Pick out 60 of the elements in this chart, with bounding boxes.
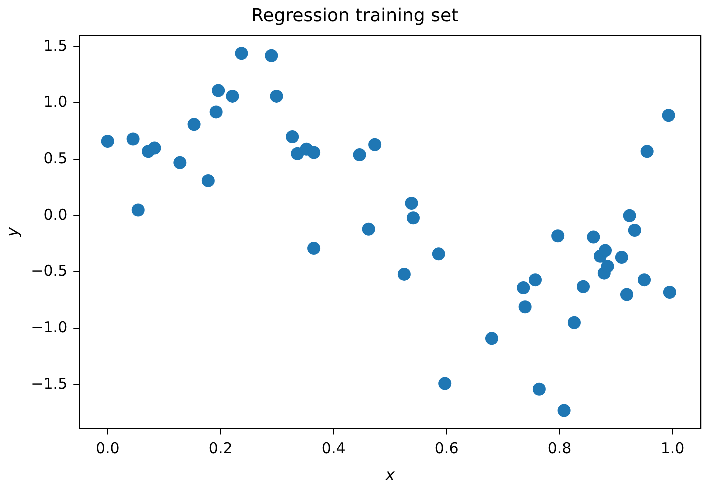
point xyxy=(202,174,215,188)
point xyxy=(662,109,676,122)
point xyxy=(235,47,248,60)
y-tick-label: −0.5 xyxy=(31,262,68,280)
point xyxy=(518,300,532,314)
point xyxy=(640,145,654,158)
y-tick-label: −1.0 xyxy=(31,318,68,336)
x-tick-label: 0.4 xyxy=(322,440,346,458)
y-tick-label: 1.5 xyxy=(44,36,68,55)
point xyxy=(308,242,321,256)
point xyxy=(517,281,530,294)
point xyxy=(552,230,565,243)
point xyxy=(558,404,571,418)
point xyxy=(532,382,546,396)
point xyxy=(148,142,162,155)
point xyxy=(308,146,321,160)
point xyxy=(663,286,676,299)
point xyxy=(601,260,614,274)
point xyxy=(226,90,240,103)
point xyxy=(398,268,411,281)
point xyxy=(587,230,600,244)
point xyxy=(132,204,145,217)
point xyxy=(210,106,223,119)
y-tick-label: 0.5 xyxy=(44,149,68,168)
point xyxy=(406,212,420,225)
point xyxy=(528,274,542,287)
point xyxy=(270,90,284,103)
point xyxy=(368,138,382,152)
point xyxy=(438,377,452,390)
x-tick-label: 0.6 xyxy=(434,440,459,458)
point xyxy=(286,130,300,144)
point xyxy=(432,248,446,261)
y-tick-label: −1.5 xyxy=(31,374,68,393)
point xyxy=(126,132,140,146)
point xyxy=(353,148,366,162)
point xyxy=(485,332,498,346)
x-tick-label: 0.8 xyxy=(548,440,572,458)
point xyxy=(101,135,114,148)
point xyxy=(577,280,590,294)
point xyxy=(265,49,278,62)
point xyxy=(362,222,376,236)
x-axis-title: x xyxy=(384,466,396,485)
y-axis-title: y xyxy=(2,226,22,238)
point xyxy=(174,156,187,170)
point xyxy=(599,244,612,258)
point xyxy=(638,274,652,287)
point xyxy=(628,224,642,238)
y-tick-label: 1.0 xyxy=(44,93,68,112)
point xyxy=(620,288,634,302)
point xyxy=(623,209,636,222)
point xyxy=(188,118,201,132)
y-tick-label: 0.0 xyxy=(44,206,68,224)
x-tick-label: 0.2 xyxy=(208,440,233,458)
chart-title: Regression training set xyxy=(251,5,459,26)
point xyxy=(212,84,226,98)
point xyxy=(405,196,418,210)
x-tick-label: 0.0 xyxy=(96,440,120,458)
point xyxy=(568,316,581,330)
point xyxy=(615,251,628,264)
x-tick-label: 1.0 xyxy=(660,440,685,458)
